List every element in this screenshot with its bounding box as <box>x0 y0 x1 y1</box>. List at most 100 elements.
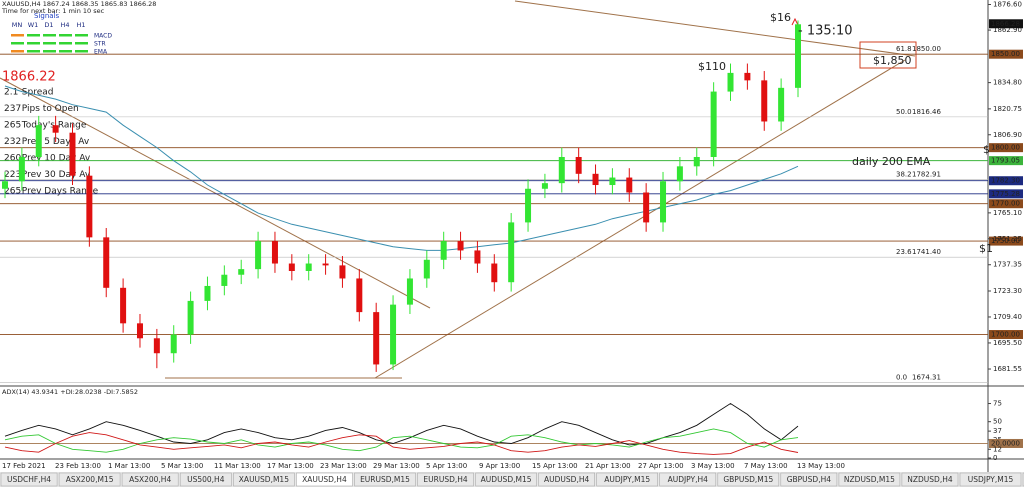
y-tick-label: 1751.25 <box>993 235 1022 243</box>
tab-label[interactable]: GBPUSD,H4 <box>787 475 832 484</box>
indicator-line <box>4 402 799 446</box>
tab[interactable] <box>296 472 353 487</box>
tab-label[interactable]: EURUSD,M15 <box>360 475 410 484</box>
trendline <box>374 59 906 379</box>
x-tick-label: 5 Apr 13:00 <box>426 462 467 470</box>
info-value: 232 <box>4 137 21 147</box>
candle-body <box>356 278 363 313</box>
level-box <box>989 189 1023 199</box>
y-tick-label: 75 <box>993 400 1002 408</box>
x-tick-label: 13 May 13:00 <box>797 462 845 470</box>
info-value: 265 <box>4 187 21 197</box>
tab[interactable] <box>780 472 838 487</box>
tab-label[interactable]: AUDJPY,M15 <box>604 475 650 484</box>
signal-dash <box>59 42 72 45</box>
tab-label[interactable]: EURUSD,H4 <box>423 475 467 484</box>
candle-body <box>609 177 616 186</box>
info-value: 260 <box>4 154 21 164</box>
y-tick-label: 1765.10 <box>993 209 1022 217</box>
candle-body <box>744 72 751 81</box>
level-box <box>989 330 1023 340</box>
annotation: daily 200 EMA <box>852 155 931 168</box>
candle-body <box>339 265 346 279</box>
signal-dash <box>11 34 24 37</box>
signal-row: MACD <box>94 33 112 40</box>
tab[interactable] <box>901 472 959 487</box>
candle-body <box>52 125 59 133</box>
candle-body <box>204 285 211 301</box>
tab[interactable] <box>354 472 416 487</box>
x-tick-label: 1 Mar 13:00 <box>108 462 150 470</box>
tab[interactable] <box>0 472 58 487</box>
tab-label[interactable]: ASX200,H4 <box>129 475 171 484</box>
tab[interactable] <box>659 472 717 487</box>
signal-dash <box>27 50 40 53</box>
signal-row: STR <box>94 41 106 48</box>
fib-ratio: 50.0 <box>896 108 912 116</box>
tab[interactable] <box>596 472 659 487</box>
tab[interactable] <box>838 472 901 487</box>
tab-label[interactable]: XAUUSD,M15 <box>239 475 289 484</box>
candle-body <box>170 334 177 354</box>
annotation: $ <box>983 143 990 156</box>
tab[interactable] <box>233 472 295 487</box>
tab[interactable] <box>417 472 474 487</box>
fib-ratio: 0.0 <box>896 374 907 382</box>
level-box <box>989 156 1023 166</box>
candle-body <box>541 183 548 189</box>
level-label: 1700.00 <box>991 331 1020 339</box>
tab-label[interactable]: NZDUSD,H4 <box>907 475 953 484</box>
signal-dash <box>75 34 88 37</box>
tab-label[interactable]: AUDUSD,M15 <box>481 475 532 484</box>
candle-body <box>271 241 278 264</box>
tab[interactable] <box>179 472 232 487</box>
annotation: $1,850 <box>873 54 912 67</box>
info-label: Spread <box>22 88 54 98</box>
fib-value: 1782.91 <box>912 171 941 179</box>
tab-label[interactable]: USDJPY,M15 <box>968 475 1014 484</box>
signal-column: W1 <box>28 21 39 29</box>
candle-body <box>626 177 633 193</box>
tab-label[interactable]: GBPUSD,M15 <box>723 475 773 484</box>
info-label: Prev Days Range <box>22 187 99 197</box>
tab-label[interactable]: ASX200,M15 <box>66 475 114 484</box>
tab[interactable] <box>475 472 537 487</box>
info-label: Pips to Open <box>22 104 79 114</box>
tab[interactable] <box>58 472 121 487</box>
info-value: 2.1 <box>4 88 18 98</box>
tab[interactable] <box>717 472 780 487</box>
tab-label[interactable]: AUDUSD,H4 <box>544 475 589 484</box>
candle-body <box>592 173 599 186</box>
tab[interactable] <box>538 472 595 487</box>
candle-body <box>761 80 768 122</box>
level-label: 1775.28 <box>991 190 1020 198</box>
x-tick-label: 29 Mar 13:00 <box>373 462 420 470</box>
signal-dash <box>59 34 72 37</box>
highlight-box <box>859 41 917 69</box>
fib-value: 1816.46 <box>912 108 941 116</box>
x-tick-label: 23 Feb 13:00 <box>55 462 101 470</box>
tab-label[interactable]: XAUUSD,H4 <box>302 475 347 484</box>
tab-label[interactable]: AUDJPY,H4 <box>668 475 709 484</box>
tab-label[interactable]: US500,H4 <box>187 475 225 484</box>
level-label: 1793.05 <box>991 157 1020 165</box>
candle-body <box>2 181 8 189</box>
y-tick-label: 1681.55 <box>993 365 1022 373</box>
candle-body <box>187 300 194 335</box>
candle-body <box>525 188 532 223</box>
tab-label[interactable]: NZDUSD,M15 <box>844 475 895 484</box>
level-label: 1782.30 <box>991 177 1020 185</box>
signal-column: H1 <box>76 21 85 29</box>
candle-body <box>474 250 481 264</box>
candle-body <box>238 269 245 275</box>
candle-body <box>86 175 93 238</box>
trendline <box>0 77 431 309</box>
tab[interactable] <box>121 472 179 487</box>
tab-label[interactable]: USDCHF,H4 <box>7 475 51 484</box>
info-value: 237 <box>4 104 21 114</box>
x-tick-label: 9 Apr 13:00 <box>479 462 520 470</box>
tab[interactable] <box>959 472 1022 487</box>
candle-body <box>440 241 447 260</box>
info-value: 223 <box>4 170 21 180</box>
